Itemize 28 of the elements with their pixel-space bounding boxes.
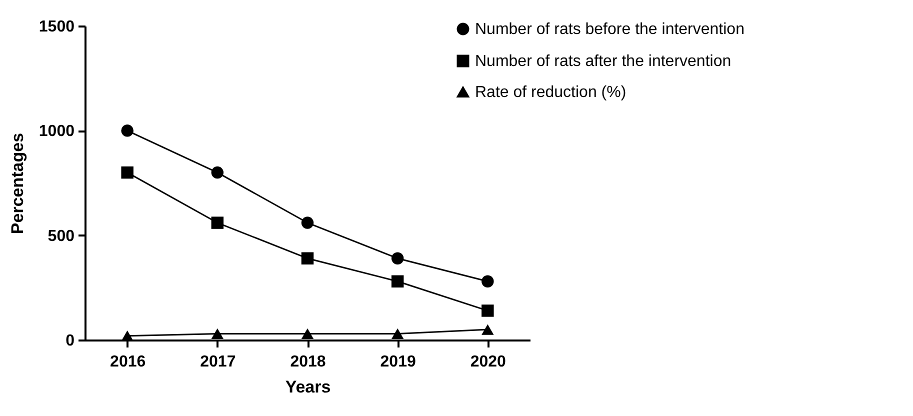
point: [301, 216, 314, 229]
y-axis-title: Percentages: [8, 132, 27, 234]
point: [301, 328, 314, 340]
point: [211, 328, 224, 340]
x-tick-label: 2017: [200, 354, 236, 370]
x-tick-label: 2019: [380, 354, 416, 370]
point: [391, 252, 404, 264]
x-tick-label: 2016: [110, 354, 146, 370]
point: [121, 166, 134, 179]
point: [391, 328, 404, 340]
y-tick-label: 1000: [38, 123, 75, 140]
point: [301, 252, 314, 264]
point: [482, 324, 494, 335]
x-axis-title: Years: [285, 378, 331, 396]
x-tick-label: 2018: [290, 354, 326, 370]
legend-label: Number of rats after the intervention: [475, 53, 732, 70]
point: [482, 275, 494, 288]
point: [482, 304, 494, 317]
point: [121, 124, 134, 137]
legend-label: Number of rats before the intervention: [475, 21, 744, 38]
y-tick-label: 0: [66, 332, 75, 350]
legend-label: Rate of reduction (%): [475, 84, 626, 101]
x-tick-label: 2020: [470, 354, 506, 370]
point: [211, 166, 224, 179]
y-tick-label: 1500: [38, 18, 75, 36]
y-tick-label: 500: [48, 228, 75, 245]
point: [211, 216, 224, 229]
point: [391, 275, 404, 288]
